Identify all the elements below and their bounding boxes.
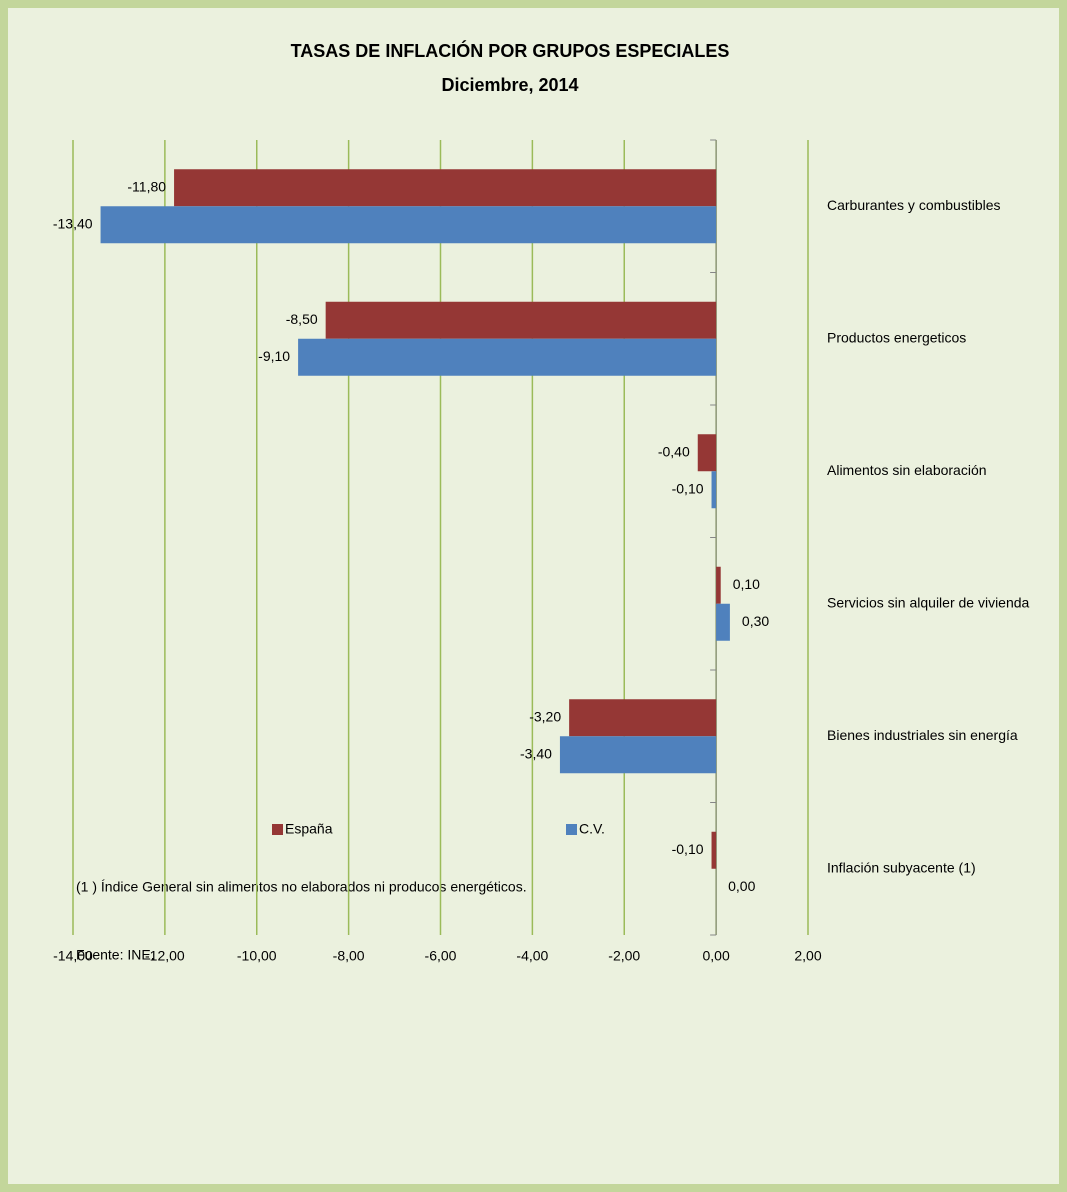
source: Fuente: INE. bbox=[76, 947, 155, 963]
category-label: Productos energeticos bbox=[827, 329, 966, 345]
bar bbox=[716, 566, 721, 604]
data-label: -11,80 bbox=[127, 178, 166, 194]
bar bbox=[697, 434, 717, 472]
data-label: -13,40 bbox=[53, 215, 93, 231]
bar bbox=[569, 699, 717, 737]
x-tick-label: -14,00 bbox=[53, 948, 93, 964]
bar bbox=[716, 603, 730, 641]
bar bbox=[559, 736, 717, 774]
footnote: (1 ) Índice General sin alimentos no ela… bbox=[76, 879, 527, 895]
x-tick-label: -12,00 bbox=[145, 948, 185, 964]
data-label: 0,10 bbox=[733, 576, 760, 592]
x-tick-label: 0,00 bbox=[703, 948, 730, 964]
bar bbox=[711, 471, 717, 509]
data-label: -3,20 bbox=[529, 708, 561, 724]
chart-subtitle: Diciembre, 2014 bbox=[441, 75, 578, 95]
chart-title: TASAS DE INFLACIÓN POR GRUPOS ESPECIALES bbox=[291, 40, 730, 61]
legend-swatch bbox=[272, 824, 283, 835]
bar bbox=[711, 831, 717, 869]
data-label: 0,00 bbox=[728, 878, 755, 894]
category-label: Servicios sin alquiler de vivienda bbox=[827, 594, 1030, 610]
category-label: Bienes industriales sin energía bbox=[827, 727, 1018, 743]
data-label: -8,50 bbox=[286, 311, 318, 327]
data-label: -0,10 bbox=[672, 841, 704, 857]
category-label: Inflación subyacente (1) bbox=[827, 859, 976, 875]
x-tick-label: -10,00 bbox=[237, 948, 277, 964]
bar bbox=[174, 169, 717, 207]
legend-label: C.V. bbox=[579, 821, 605, 837]
data-label: -0,40 bbox=[658, 443, 690, 459]
bar bbox=[298, 338, 717, 376]
x-tick-label: -2,00 bbox=[608, 948, 640, 964]
data-label: -3,40 bbox=[520, 745, 552, 761]
legend-swatch bbox=[566, 824, 577, 835]
x-tick-label: -8,00 bbox=[333, 948, 365, 964]
x-tick-label: -4,00 bbox=[516, 948, 548, 964]
data-label: 0,30 bbox=[742, 613, 769, 629]
bar bbox=[325, 301, 717, 339]
x-tick-label: 2,00 bbox=[794, 948, 821, 964]
bar bbox=[100, 206, 717, 244]
data-label: -0,10 bbox=[672, 480, 704, 496]
category-label: Alimentos sin elaboración bbox=[827, 462, 987, 478]
data-label: -9,10 bbox=[258, 348, 290, 364]
x-tick-label: -6,00 bbox=[425, 948, 457, 964]
category-label: Carburantes y combustibles bbox=[827, 197, 1001, 213]
legend-label: España bbox=[285, 821, 333, 837]
